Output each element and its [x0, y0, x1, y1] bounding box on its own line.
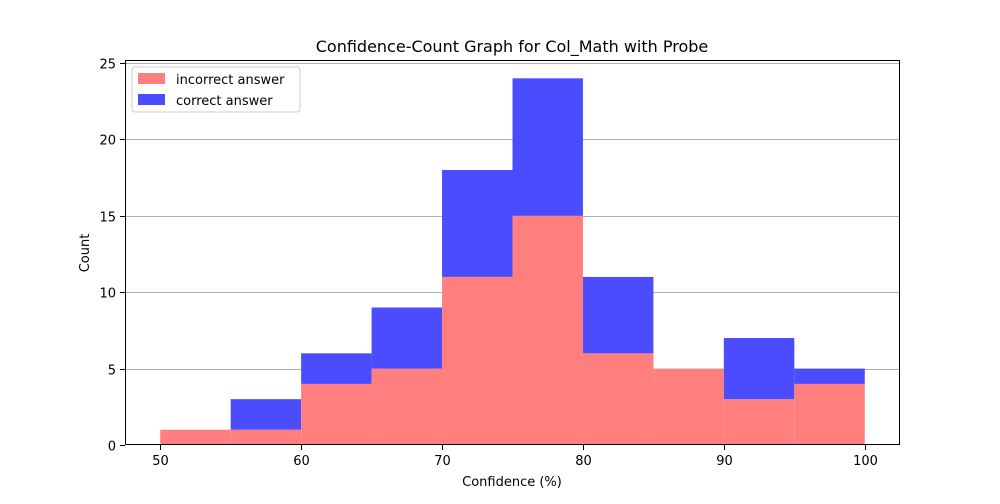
x-tick-label: 100: [853, 454, 878, 469]
y-tick-label: 5: [108, 364, 116, 379]
y-tick-label: 0: [108, 440, 116, 455]
bars: [160, 78, 865, 445]
bar-incorrect: [582, 353, 654, 445]
plot-frame: [125, 60, 900, 445]
bar-incorrect: [442, 276, 513, 445]
bar-incorrect: [512, 215, 583, 445]
y-tick-label: 20: [99, 134, 116, 149]
legend-label: correct answer: [176, 94, 273, 109]
y-axis-label: Count: [78, 234, 93, 273]
bar-incorrect: [160, 429, 231, 445]
axes: 50 60 70 80 90 100 0 5 10 15 20 25: [99, 58, 900, 469]
y-tick-label: 10: [99, 287, 116, 302]
legend-swatch: [138, 94, 165, 105]
chart-title: Confidence-Count Graph for Col_Math with…: [316, 37, 709, 57]
legend-swatch: [138, 73, 165, 84]
x-tick-label: 50: [152, 454, 169, 469]
legend-label: incorrect answer: [176, 73, 285, 88]
x-axis-label: Confidence (%): [462, 475, 562, 490]
bar-correct: [301, 353, 372, 384]
x-tick-label: 80: [575, 454, 592, 469]
bar-incorrect: [230, 429, 302, 445]
bar-incorrect: [794, 383, 865, 445]
legend-box: [131, 66, 301, 113]
x-tick-label: 90: [716, 454, 733, 469]
x-tick-label: 60: [293, 454, 310, 469]
bar-correct: [371, 307, 443, 369]
bar-correct: [723, 338, 795, 400]
bar-correct: [442, 170, 513, 277]
bar-correct: [582, 276, 654, 354]
bar-incorrect: [371, 368, 443, 445]
bar-correct: [230, 399, 302, 430]
y-tick-label: 25: [99, 58, 116, 73]
bar-incorrect: [723, 399, 795, 445]
x-tick-label: 70: [434, 454, 451, 469]
y-tick-label: 15: [99, 211, 116, 226]
bar-correct: [794, 368, 865, 384]
bar-incorrect: [301, 383, 372, 445]
bar-incorrect: [653, 368, 724, 445]
bar-correct: [512, 78, 583, 216]
legend: incorrect answer correct answer: [131, 66, 301, 113]
